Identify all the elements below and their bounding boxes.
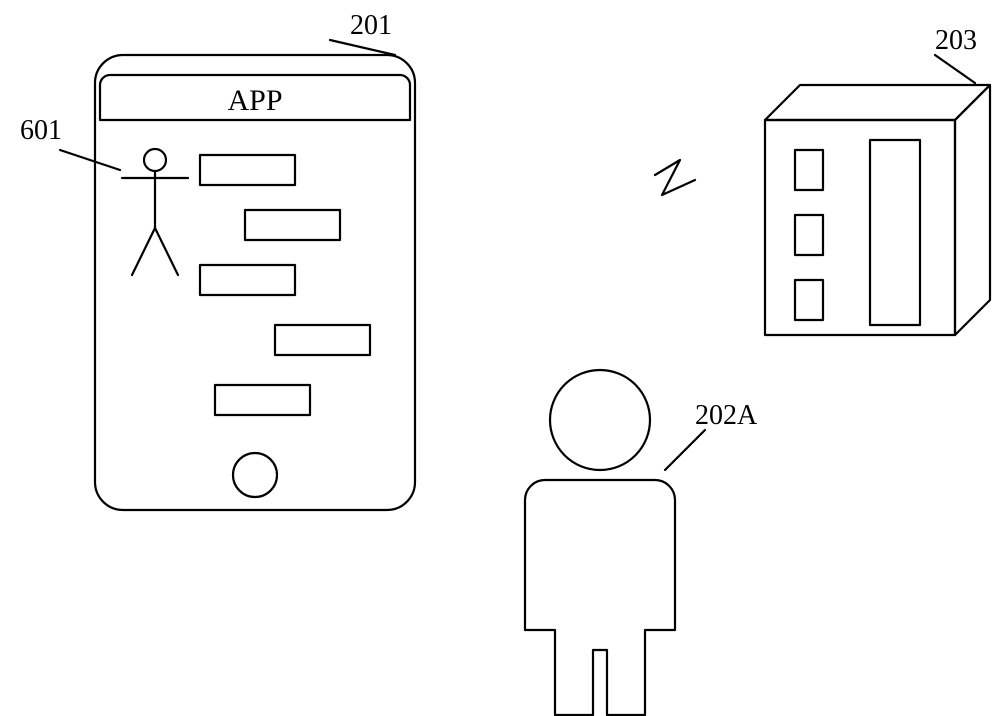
- person-icon: [525, 370, 675, 715]
- server-box: [765, 85, 990, 335]
- phone-device: APP: [95, 55, 415, 510]
- chat-bubble: [245, 210, 340, 240]
- label-201: 201: [350, 10, 392, 42]
- leader-601: [60, 150, 120, 170]
- label-203: 203: [935, 25, 977, 57]
- server-slot: [795, 215, 823, 255]
- server-slot-tall: [870, 140, 920, 325]
- diagram-svg: APP: [0, 0, 1000, 716]
- chat-bubble: [215, 385, 310, 415]
- leader-203: [935, 55, 975, 83]
- chat-bubble: [275, 325, 370, 355]
- chat-bubble: [200, 265, 295, 295]
- server-slot: [795, 150, 823, 190]
- label-601: 601: [20, 115, 62, 147]
- home-button-icon: [233, 453, 277, 497]
- avatar-icon: [122, 149, 188, 275]
- label-202a: 202A: [695, 400, 757, 432]
- wireless-icon: [655, 160, 695, 195]
- server-slot: [795, 280, 823, 320]
- chat-bubble: [200, 155, 295, 185]
- leader-201: [330, 40, 395, 55]
- leader-202a: [665, 430, 705, 470]
- app-title-text: APP: [227, 84, 282, 117]
- diagram-canvas: APP: [0, 0, 1000, 716]
